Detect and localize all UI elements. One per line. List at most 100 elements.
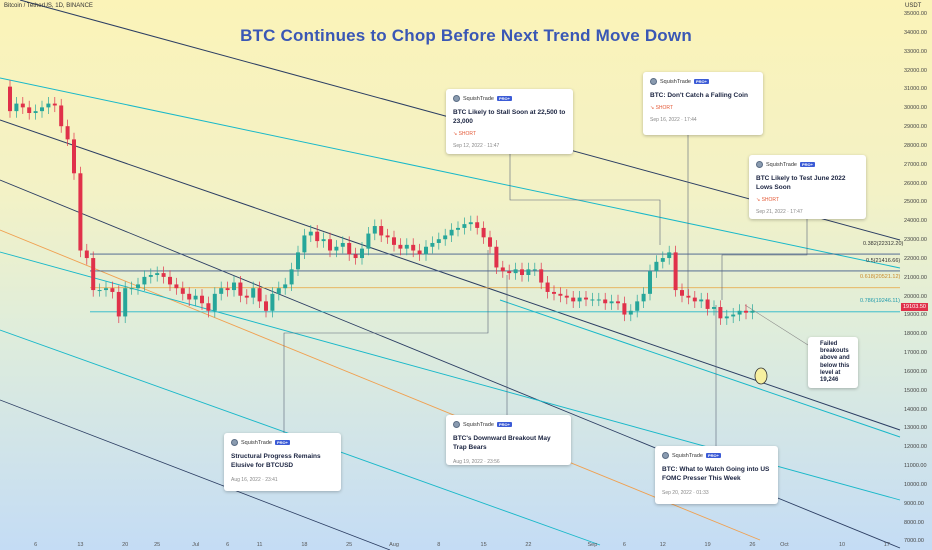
candle [526, 262, 531, 282]
candle-body [558, 293, 563, 296]
chart-headline: BTC Continues to Chop Before Next Trend … [240, 26, 692, 45]
idea-card[interactable]: SquishTrade PRO+ BTC Likely to Stall Soon… [446, 89, 573, 154]
candle [411, 238, 416, 258]
candle [488, 230, 492, 254]
candle [424, 240, 428, 261]
candle-body [110, 288, 115, 292]
candle [673, 245, 678, 297]
candle-body [392, 237, 396, 245]
candle-body [72, 139, 76, 174]
candle [264, 294, 268, 318]
idea-connectors [283, 135, 809, 446]
idea-date: Sep 12, 2022 · 11:47 [453, 142, 500, 149]
candle [622, 296, 627, 322]
candle-body [174, 284, 179, 289]
short-arrow-icon: ↘ [756, 196, 761, 203]
x-tick-label: Oct [780, 542, 789, 548]
candle [379, 219, 384, 243]
idea-title: BTC: Don't Catch a Falling Coin [650, 92, 748, 99]
idea-card[interactable]: SquishTrade PRO+ BTC Likely to Test June … [749, 155, 866, 219]
y-tick-label: 10000.00 [904, 481, 927, 488]
candle-body [571, 297, 576, 302]
idea-card[interactable]: SquishTrade PRO+ BTC: Don't Catch a Falli… [643, 72, 763, 135]
y-tick-label: 18000.00 [904, 331, 927, 338]
candle-body [616, 301, 620, 304]
candle-body [596, 299, 601, 301]
candle-body [14, 103, 19, 112]
avatar-icon [662, 452, 669, 459]
candle-body [180, 288, 185, 294]
candle-body [481, 227, 486, 238]
candle [161, 266, 166, 284]
idea-author: SquishTrade [463, 95, 494, 102]
candle [680, 283, 684, 303]
idea-card[interactable]: SquishTrade PRO+ BTC's Downward Breakout … [446, 415, 571, 465]
idea-tag: ↘ SHORT [650, 104, 674, 111]
candle [654, 255, 659, 278]
pro-badge: PRO+ [274, 440, 290, 445]
candle [65, 119, 70, 146]
candle [296, 245, 300, 276]
y-tick-label: 8000.00 [904, 519, 924, 526]
currency-label: USDT [905, 3, 922, 9]
y-tick-label: 32000.00 [904, 67, 927, 74]
candle [571, 291, 576, 308]
idea-card[interactable]: SquishTrade PRO+ BTC: What to Watch Going… [655, 446, 778, 504]
candle-body [161, 273, 166, 277]
candle [206, 296, 211, 318]
y-tick-label: 30000.00 [904, 105, 927, 112]
candle [750, 304, 755, 320]
candle-body [238, 282, 243, 296]
candle-body [552, 291, 556, 294]
candle [142, 270, 147, 292]
note-connector [744, 304, 809, 346]
x-tick-label: 19 [704, 542, 711, 548]
pro-badge: PRO+ [799, 162, 815, 167]
idea-card[interactable]: SquishTrade PRO+ Structural Progress Rema… [224, 433, 341, 491]
candle-body [584, 297, 588, 300]
candle-body [264, 301, 268, 311]
y-tick-label: 35000.00 [904, 11, 927, 18]
candle-body [468, 222, 473, 225]
candle [238, 275, 243, 303]
idea-date: Sep 20, 2022 · 01:33 [662, 489, 709, 496]
candle [603, 292, 608, 310]
idea-author: SquishTrade [660, 78, 691, 85]
candle [558, 287, 563, 303]
y-tick-label: 19000.00 [904, 312, 927, 319]
candle-body [718, 307, 723, 319]
candle-body [40, 107, 44, 112]
candle [257, 281, 262, 308]
candle [59, 98, 64, 133]
candle-body [372, 226, 377, 234]
idea-author: SquishTrade [463, 421, 494, 428]
avatar-icon [650, 78, 657, 85]
candle-body [289, 269, 294, 285]
candle [705, 292, 710, 316]
candle [494, 240, 499, 275]
candle [334, 240, 339, 258]
candle [366, 226, 371, 256]
avatar-icon [231, 439, 238, 446]
y-tick-label: 14000.00 [904, 406, 927, 413]
candle [398, 238, 403, 256]
idea-date: Aug 16, 2022 · 23:41 [231, 476, 278, 483]
candle-body [168, 276, 172, 285]
candle-body [660, 258, 665, 262]
idea-connector [509, 154, 661, 245]
candle [513, 262, 518, 280]
y-tick-label: 25000.00 [904, 199, 927, 206]
candle-body [411, 244, 416, 251]
candle [46, 97, 51, 114]
candle-body [603, 299, 608, 304]
candle [129, 281, 134, 295]
candle [193, 289, 198, 307]
candle [532, 262, 537, 276]
candle [72, 132, 76, 180]
pro-badge: PRO+ [693, 79, 709, 84]
candle [667, 245, 672, 265]
candle [353, 247, 358, 265]
candle [8, 80, 12, 118]
candle-body [244, 295, 249, 298]
